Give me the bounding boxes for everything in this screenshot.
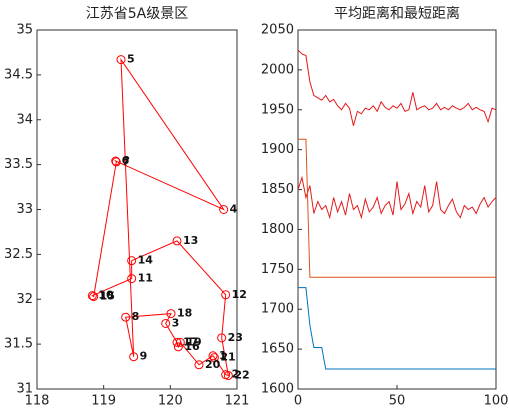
y-tick-label: 1700 xyxy=(261,302,294,317)
site-marker xyxy=(221,370,231,380)
y-tick-label: 1900 xyxy=(261,142,294,157)
y-tick-label: 1950 xyxy=(261,102,294,117)
site-marker xyxy=(116,55,126,65)
site-label: 18 xyxy=(177,307,192,320)
site-marker xyxy=(209,353,219,363)
plot-area xyxy=(297,29,497,390)
site-label: 19 xyxy=(186,335,201,348)
site-label: 4 xyxy=(230,203,238,216)
site-label: 14 xyxy=(138,254,154,267)
site-marker xyxy=(161,318,171,328)
site-marker xyxy=(111,157,121,167)
series-line xyxy=(297,175,497,220)
site-label: 16 xyxy=(184,340,200,353)
site-marker xyxy=(217,333,227,343)
y-tick-label: 1750 xyxy=(261,262,294,277)
site-marker xyxy=(219,205,229,214)
y-tick-label: 2050 xyxy=(261,23,294,38)
site-marker xyxy=(172,337,182,347)
x-tick-label: 118 xyxy=(25,394,50,409)
site-label: 13 xyxy=(183,234,198,247)
site-label: 15 xyxy=(100,290,115,303)
plot-area xyxy=(36,29,238,390)
y-tick-label: 32.5 xyxy=(4,247,33,262)
site-marker xyxy=(221,290,231,300)
site-marker xyxy=(172,236,182,246)
y-tick-label: 32 xyxy=(16,292,33,307)
site-label: 3 xyxy=(172,316,180,329)
site-label: 2 xyxy=(232,368,240,381)
y-tick-label: 31.5 xyxy=(4,337,33,352)
site-marker xyxy=(127,256,137,266)
series-line xyxy=(298,287,496,370)
site-label: 11 xyxy=(138,272,153,285)
site-label: 22 xyxy=(234,369,249,382)
site-marker xyxy=(121,312,131,322)
site-marker xyxy=(127,274,137,284)
y-tick-label: 34.5 xyxy=(4,67,33,82)
site-label: 5 xyxy=(127,53,135,66)
y-tick-label: 1650 xyxy=(261,342,294,357)
site-marker xyxy=(87,291,97,301)
y-tick-label: 1800 xyxy=(261,222,294,237)
site-label: 21 xyxy=(220,351,235,364)
site-marker xyxy=(194,360,204,370)
site-marker xyxy=(111,156,121,166)
chart-title: 平均距离和最短距离 xyxy=(334,5,460,22)
site-label: 9 xyxy=(140,350,148,363)
site-label: 1 xyxy=(219,349,227,362)
site-label: 12 xyxy=(232,288,247,301)
series-line xyxy=(297,49,497,126)
site-label: 6 xyxy=(122,154,130,167)
site-label: 20 xyxy=(205,358,221,371)
site-marker xyxy=(208,351,218,361)
chart-title: 江苏省5A级景区 xyxy=(86,6,188,22)
route xyxy=(91,57,229,377)
site-marker xyxy=(175,337,185,347)
site-label: 8 xyxy=(132,310,140,323)
y-tick-label: 31 xyxy=(16,382,33,397)
site-label: 7 xyxy=(122,155,130,168)
site-marker xyxy=(89,292,99,302)
x-tick-label: 50 xyxy=(389,394,406,409)
site-marker xyxy=(129,352,139,362)
y-tick-label: 33 xyxy=(16,202,33,217)
y-tick-label: 35 xyxy=(16,23,33,38)
series-line xyxy=(298,138,496,278)
x-tick-label: 100 xyxy=(484,394,509,409)
y-tick-label: 1850 xyxy=(261,182,294,197)
x-tick-label: 121 xyxy=(225,394,250,409)
y-tick-label: 33.5 xyxy=(4,157,33,172)
y-tick-label: 2000 xyxy=(261,62,294,77)
x-tick-label: 0 xyxy=(294,394,302,409)
site-marker xyxy=(166,309,176,319)
x-tick-label: 120 xyxy=(158,394,183,409)
y-tick-label: 1600 xyxy=(261,382,294,397)
site-label: 17 xyxy=(183,335,198,348)
site-label: 10 xyxy=(98,289,114,302)
site-marker xyxy=(173,342,183,352)
site-label: 23 xyxy=(228,331,243,344)
y-tick-label: 34 xyxy=(16,112,33,127)
x-tick-label: 119 xyxy=(91,394,116,409)
